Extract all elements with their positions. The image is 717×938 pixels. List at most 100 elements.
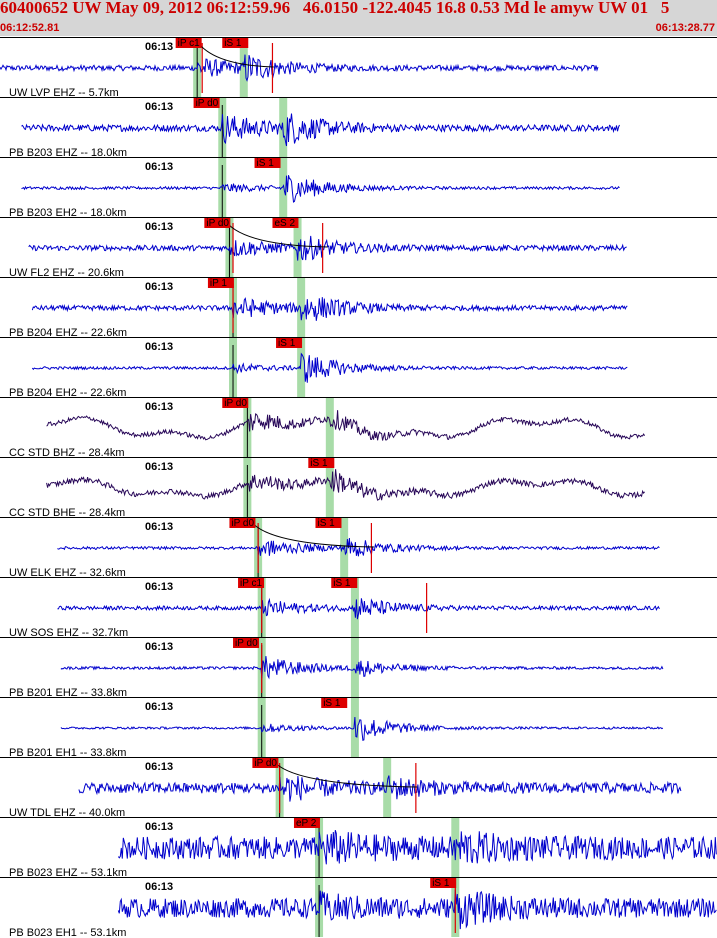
pick-box[interactable]: [222, 398, 249, 408]
phase-window: [293, 218, 302, 277]
pick-label: iS 1: [323, 698, 341, 709]
trace-row: 06:13 iP d0 CC STD BHZ -- 28.4km: [0, 397, 717, 459]
station-label: PB B023 EHZ -- 53.1km: [9, 867, 127, 879]
time-tick-label: 06:13: [145, 281, 173, 293]
time-tick-label: 06:13: [145, 701, 173, 713]
waveform: [21, 113, 620, 147]
trace-row: 06:13 iP d0 PB B201 EHZ -- 33.8km: [0, 637, 717, 699]
pick-label: iP d0: [224, 398, 247, 409]
waveform: [46, 410, 646, 441]
trace-row: 06:13 iP d0 eS 2 UW FL2 EHZ -- 20.6km: [0, 217, 717, 279]
phase-window: [297, 338, 306, 397]
waveform: [60, 656, 664, 680]
phase-window: [350, 698, 359, 757]
time-tick-label: 06:13: [145, 401, 173, 413]
station-label: UW TDL EHZ -- 40.0km: [9, 807, 125, 819]
pick-box[interactable]: [238, 578, 265, 588]
trace-row: 06:13 iS 1 PB B204 EH2 -- 22.6km: [0, 337, 717, 399]
pick-box[interactable]: [207, 278, 234, 288]
waveform: [31, 352, 628, 383]
pick-box[interactable]: [331, 578, 358, 588]
time-tick-label: 06:13: [145, 341, 173, 353]
phase-window: [279, 158, 288, 217]
time-tick-label: 06:13: [145, 41, 173, 53]
event-title: 60400652 UW May 09, 2012 06:12:59.96 46.…: [0, 0, 670, 17]
pick-label: iP d0: [206, 218, 229, 229]
pick-label: eP 2: [296, 818, 317, 829]
pick-box[interactable]: [254, 158, 281, 168]
pick-label: iP 1: [210, 278, 227, 289]
trace-row: 06:13 iP c1 iS 1 UW LVP EHZ -- 5.7km: [0, 37, 717, 99]
pick-label: iP d0: [235, 638, 258, 649]
pick-box[interactable]: [229, 518, 256, 528]
waveform: [21, 175, 620, 203]
pick-box[interactable]: [430, 878, 457, 888]
pick-label: iS 1: [432, 878, 450, 889]
station-label: PB B023 EH1 -- 53.1km: [9, 927, 126, 938]
time-tick-label: 06:13: [145, 761, 173, 773]
pick-label: iP d0: [231, 518, 254, 529]
phase-window: [451, 818, 460, 877]
trace-row: 06:13 iS 1 CC STD BHE -- 28.4km: [0, 457, 717, 519]
phase-window: [350, 578, 359, 637]
waveform: [57, 597, 660, 620]
time-tick-label: 06:13: [145, 521, 173, 533]
end-time-label: 06:13:28.77: [655, 22, 715, 34]
trace-row: 06:13 iP d0 iS 1 UW ELK EHZ -- 32.6km: [0, 517, 717, 579]
station-label: PB B204 EHZ -- 22.6km: [9, 327, 127, 339]
phase-window: [325, 458, 334, 517]
pick-box[interactable]: [321, 698, 348, 708]
station-label: CC STD BHE -- 28.4km: [9, 507, 125, 519]
trace-row: 06:13 iP c1 iS 1 UW SOS EHZ -- 32.7km: [0, 577, 717, 639]
pick-label: iS 1: [317, 518, 335, 529]
pick-box[interactable]: [315, 518, 342, 528]
station-label: PB B203 EHZ -- 18.0km: [9, 147, 127, 159]
waveform: [0, 54, 599, 82]
time-tick-label: 06:13: [145, 101, 173, 113]
phase-window: [383, 758, 392, 817]
time-tick-label: 06:13: [145, 221, 173, 233]
station-label: UW FL2 EHZ -- 20.6km: [9, 267, 124, 279]
waveform: [60, 716, 664, 742]
pick-label: eS 2: [274, 218, 295, 229]
phase-window: [325, 398, 334, 457]
pick-label: iP d0: [196, 98, 219, 109]
waveform: [117, 889, 717, 930]
pick-box[interactable]: [276, 338, 303, 348]
pick-box[interactable]: [193, 98, 220, 108]
waveform: [28, 235, 627, 261]
pick-box[interactable]: [308, 458, 335, 468]
trace-row: 06:13 iP d0 PB B203 EHZ -- 18.0km: [0, 97, 717, 159]
pick-box[interactable]: [272, 218, 299, 228]
trace-row: 06:13 iS 1 PB B201 EH1 -- 33.8km: [0, 697, 717, 759]
waveform: [117, 829, 717, 865]
station-label: UW LVP EHZ -- 5.7km: [9, 87, 119, 99]
phase-window: [239, 38, 248, 97]
pick-box[interactable]: [252, 758, 279, 768]
pick-box[interactable]: [233, 638, 260, 648]
time-tick-label: 06:13: [145, 161, 173, 173]
pick-label: iP c1: [178, 38, 200, 49]
pick-label: iS 1: [278, 338, 296, 349]
pick-label: iS 1: [333, 578, 351, 589]
pick-box[interactable]: [222, 38, 249, 48]
pick-label: iP d0: [254, 758, 277, 769]
seismogram-traces: 06:13 iP c1 iS 1 UW LVP EHZ -- 5.7km 06:13 iP…: [0, 37, 717, 938]
pick-label: iS 1: [224, 38, 242, 49]
waveform: [78, 775, 682, 802]
pick-box[interactable]: [175, 38, 202, 48]
waveform: [46, 469, 645, 501]
pick-label: iP c1: [240, 578, 262, 589]
trace-row: 06:13 eP 2 PB B023 EHZ -- 53.1km: [0, 817, 717, 879]
pick-box[interactable]: [293, 818, 320, 828]
pick-box[interactable]: [204, 218, 231, 228]
time-tick-label: 06:13: [145, 461, 173, 473]
seismogram-panel: 06:13 iP c1 iS 1 UW LVP EHZ -- 5.7km 06:13 iP…: [0, 37, 717, 938]
waveform: [57, 537, 660, 557]
time-tick-label: 06:13: [145, 821, 173, 833]
trace-row: 06:13 iP 1 PB B204 EHZ -- 22.6km: [0, 277, 717, 339]
station-label: PB B203 EH2 -- 18.0km: [9, 207, 126, 219]
station-label: CC STD BHZ -- 28.4km: [9, 447, 125, 459]
coda-curve: [271, 758, 418, 788]
start-time-label: 06:12:52.81: [0, 22, 60, 34]
